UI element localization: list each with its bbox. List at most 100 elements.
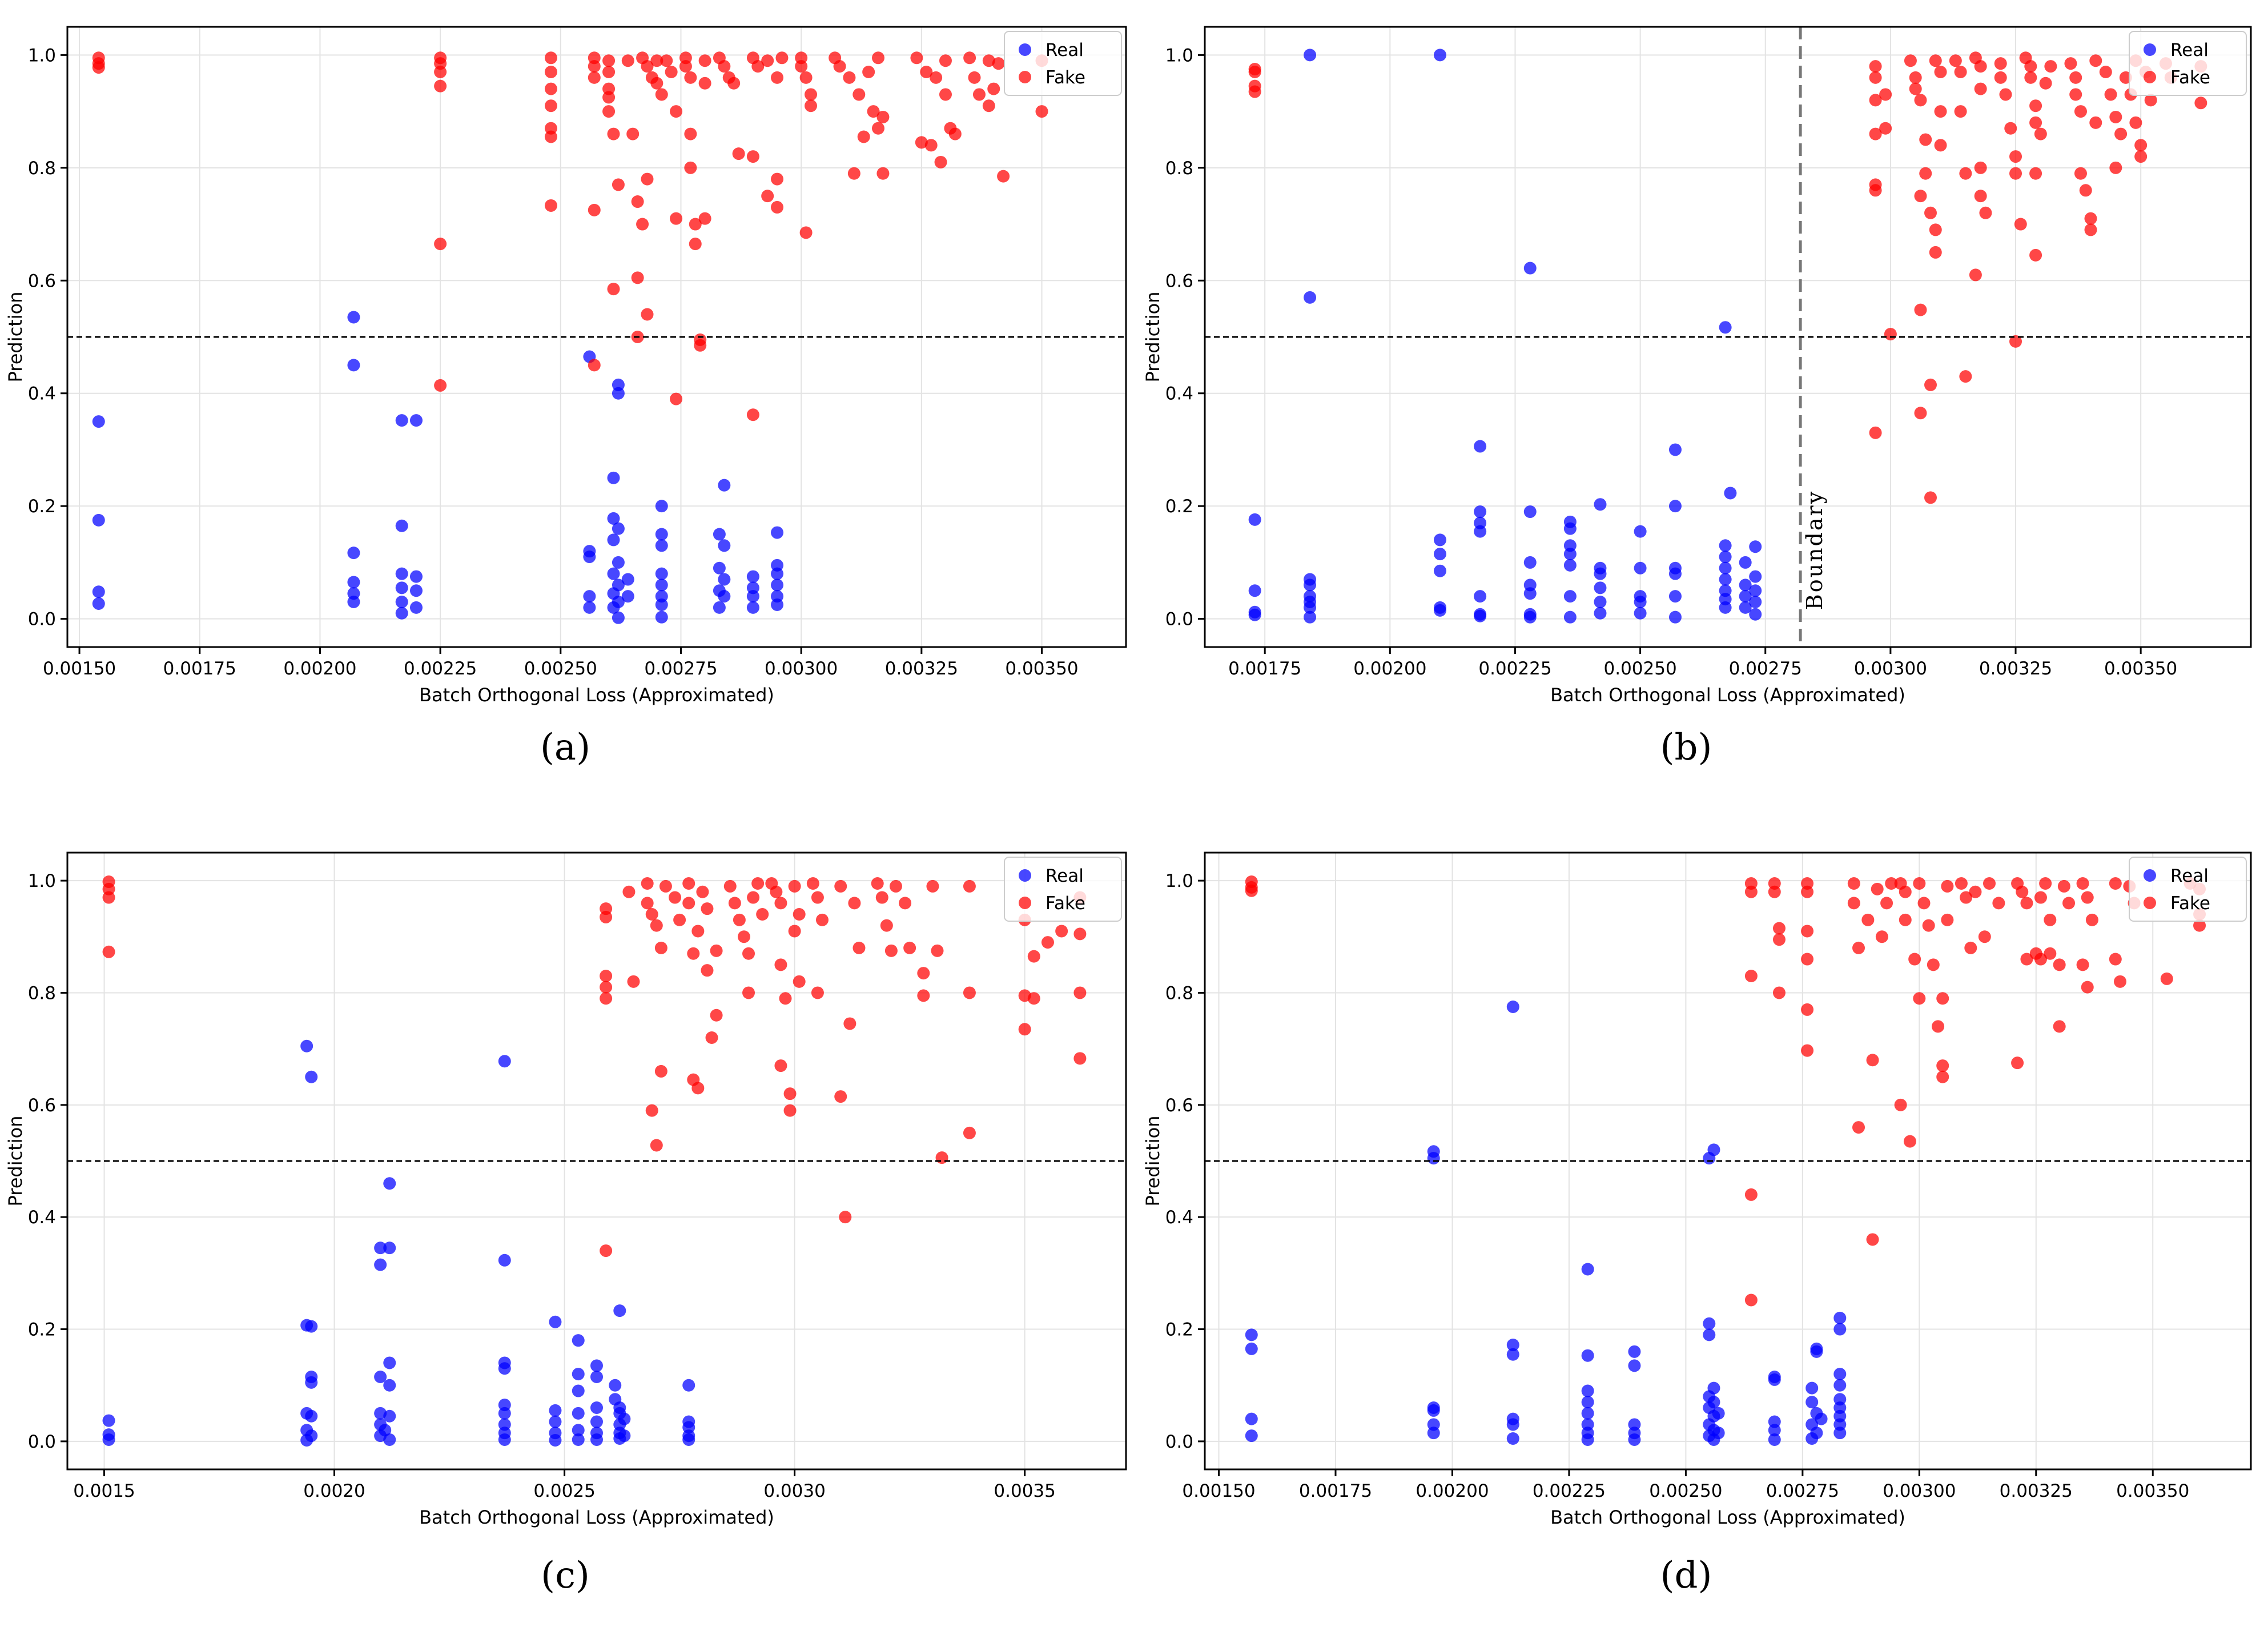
- data-point-fake: [2076, 958, 2089, 971]
- data-point-real: [607, 512, 620, 525]
- data-point-fake: [2194, 97, 2207, 110]
- data-point-real: [713, 561, 726, 575]
- data-point-fake: [1949, 54, 1962, 67]
- data-point-real: [1523, 610, 1537, 624]
- data-point-fake: [871, 877, 884, 890]
- data-point-real: [771, 567, 784, 580]
- data-point-fake: [742, 986, 755, 999]
- data-point-real: [1304, 579, 1317, 592]
- data-point-real: [1506, 1432, 1519, 1445]
- legend-label-real: Real: [2170, 40, 2209, 61]
- data-point-fake: [963, 51, 976, 65]
- data-point-fake: [602, 65, 616, 78]
- data-point-fake: [602, 54, 616, 67]
- x-axis-label: Batch Orthogonal Loss (Approximated): [1550, 684, 1905, 706]
- data-point-fake: [1903, 1135, 1916, 1148]
- data-point-real: [1433, 533, 1446, 547]
- data-point-fake: [2085, 913, 2098, 926]
- data-point-real: [1833, 1379, 1847, 1392]
- data-point-fake: [1969, 885, 1982, 898]
- data-point-fake: [982, 54, 995, 67]
- data-point-real: [1833, 1311, 1847, 1324]
- data-point-fake: [2053, 1020, 2066, 1033]
- panel-caption: (c): [541, 1554, 590, 1597]
- data-point-fake: [600, 910, 613, 923]
- data-point-real: [1523, 556, 1537, 569]
- data-point-fake: [2039, 877, 2052, 890]
- x-tick-label: 0.0015: [73, 1481, 135, 1501]
- data-point-real: [1594, 596, 1607, 609]
- data-point-real: [655, 539, 668, 552]
- x-tick-label: 0.00175: [1228, 658, 1301, 679]
- x-tick-label: 0.00275: [1729, 658, 1802, 679]
- data-point-fake: [963, 986, 976, 999]
- data-point-fake: [1248, 65, 1261, 78]
- data-point-fake: [2193, 919, 2206, 932]
- data-point-fake: [1041, 936, 1054, 949]
- data-point-fake: [1992, 897, 2005, 910]
- data-point-real: [655, 500, 668, 513]
- data-point-fake: [665, 65, 678, 78]
- data-point-fake: [1772, 986, 1786, 999]
- data-point-real: [1703, 1152, 1716, 1165]
- y-tick-label: 0.2: [28, 496, 56, 517]
- data-point-fake: [641, 308, 654, 321]
- data-point-real: [1474, 525, 1487, 538]
- data-point-fake: [1974, 161, 1987, 174]
- data-point-real: [383, 1409, 396, 1423]
- data-point-fake: [2069, 71, 2082, 84]
- data-point-fake: [880, 919, 893, 932]
- data-point-fake: [1861, 913, 1875, 926]
- y-tick-label: 1.0: [28, 871, 56, 891]
- data-point-real: [1563, 548, 1577, 561]
- data-point-fake: [2029, 99, 2042, 113]
- data-point-fake: [2029, 248, 2042, 262]
- data-point-fake: [751, 60, 765, 73]
- legend-label-fake: Fake: [1045, 67, 1085, 88]
- data-point-real: [1810, 1345, 1823, 1358]
- data-point-real: [1506, 1339, 1519, 1352]
- data-point-fake: [1914, 190, 1927, 203]
- data-point-real: [607, 567, 620, 580]
- data-point-fake: [1922, 919, 1935, 932]
- data-point-fake: [848, 897, 861, 910]
- data-point-fake: [920, 65, 933, 78]
- data-point-real: [498, 1362, 511, 1375]
- data-point-real: [613, 1304, 626, 1317]
- chart-panel-c: 0.0015 0.0020 0.0025 0.0030 0.0035 0.0 0.2 0.4 0…: [5, 851, 1127, 1597]
- data-point-fake: [1894, 1098, 1907, 1111]
- data-point-real: [590, 1401, 603, 1414]
- data-point-fake: [650, 54, 663, 67]
- data-point-fake: [2089, 54, 2102, 67]
- x-axis-label: Batch Orthogonal Loss (Approximated): [1550, 1507, 1905, 1528]
- data-point-real: [1594, 498, 1607, 511]
- data-point-real: [583, 551, 596, 564]
- data-point-fake: [910, 51, 923, 65]
- data-point-fake: [1924, 378, 1937, 391]
- data-point-real: [1474, 505, 1487, 519]
- legend: Real Fake: [1004, 857, 1122, 922]
- data-point-real: [1506, 1418, 1519, 1431]
- data-point-real: [1749, 540, 1762, 553]
- data-point-fake: [815, 913, 829, 926]
- x-tick-label: 0.00175: [163, 658, 236, 679]
- data-point-fake: [1884, 328, 1897, 341]
- data-point-fake: [1913, 877, 1926, 890]
- data-point-fake: [774, 897, 787, 910]
- data-point-real: [374, 1242, 387, 1255]
- data-point-real: [549, 1415, 562, 1428]
- data-point-real: [1427, 1152, 1440, 1165]
- data-point-fake: [903, 941, 916, 954]
- data-point-fake: [2069, 88, 2082, 101]
- data-point-real: [1245, 1328, 1258, 1341]
- y-tick-label: 0.0: [28, 609, 56, 630]
- data-point-real: [1833, 1368, 1847, 1381]
- data-point-fake: [698, 212, 711, 225]
- data-point-fake: [1934, 65, 1947, 78]
- data-point-fake: [691, 1082, 705, 1095]
- data-point-real: [682, 1433, 695, 1446]
- data-point-fake: [1875, 930, 1888, 943]
- data-point-fake: [963, 1126, 976, 1139]
- data-point-real: [409, 570, 423, 583]
- data-point-fake: [805, 88, 818, 101]
